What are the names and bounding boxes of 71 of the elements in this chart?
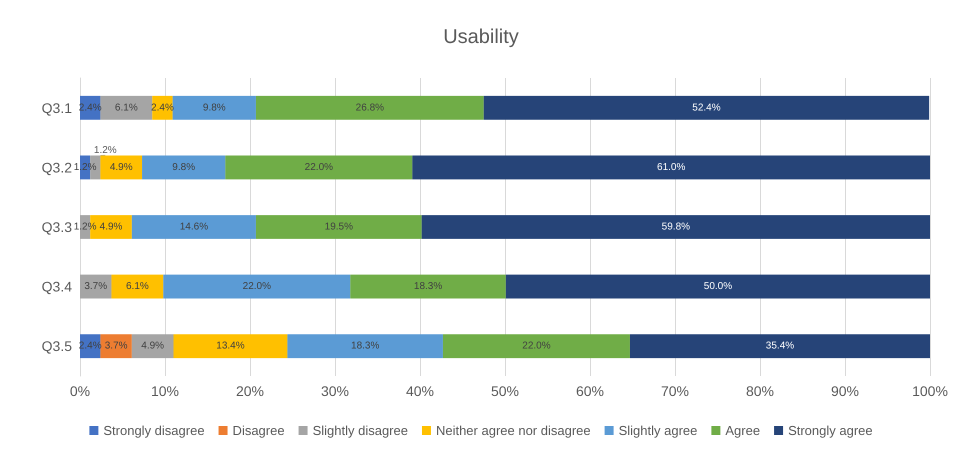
data-label: 1.2% — [74, 162, 97, 173]
bar — [630, 334, 930, 358]
bar — [132, 215, 256, 239]
data-label: 35.4% — [766, 340, 794, 352]
data-label: 52.4% — [692, 102, 721, 114]
data-label: 22.0% — [242, 281, 272, 292]
data-label: 14.6% — [180, 222, 208, 232]
x-tick-label: 10% — [150, 383, 180, 399]
bar — [100, 155, 142, 180]
y-tick-label: Q3.2 — [42, 159, 72, 176]
x-tick-label: 0% — [70, 383, 90, 399]
legend-label: Strongly disagree — [103, 423, 205, 438]
bar — [111, 274, 164, 299]
bar — [506, 274, 930, 299]
bar — [163, 274, 350, 299]
bar — [174, 334, 288, 358]
data-label: 22.0% — [522, 340, 551, 352]
bar — [100, 96, 152, 120]
data-label: 13.4% — [216, 340, 245, 352]
data-label: 6.1% — [126, 281, 149, 292]
chart-title: Usability — [443, 26, 519, 48]
bar — [225, 155, 412, 180]
data-label: 4.9% — [100, 222, 123, 232]
bar — [422, 215, 930, 239]
bar — [80, 274, 112, 299]
bar — [442, 334, 630, 358]
x-tick-label: 90% — [830, 383, 860, 399]
bar — [142, 155, 226, 180]
data-label: 3.7% — [104, 340, 128, 352]
data-label: 59.8% — [662, 222, 690, 232]
data-label: 50.0% — [704, 281, 732, 292]
data-label: 4.9% — [110, 162, 133, 173]
x-tick-label: 40% — [406, 383, 434, 399]
y-tick-label: Q3.4 — [42, 278, 72, 295]
x-tick-label: 100% — [912, 383, 948, 399]
data-label: 9.8% — [202, 102, 226, 114]
bar — [412, 155, 930, 180]
legend-label: Disagree — [232, 423, 285, 438]
bar — [172, 96, 256, 120]
bar — [287, 334, 443, 358]
data-label: 9.8% — [172, 162, 196, 173]
legend-label: Neither agree nor disagree — [436, 423, 591, 438]
data-label: 26.8% — [356, 102, 384, 114]
bar — [100, 334, 132, 358]
x-tick-label: 20% — [236, 383, 264, 399]
bar — [132, 334, 174, 358]
data-label: 3.7% — [84, 281, 108, 292]
data-label: 4.9% — [141, 340, 164, 352]
bar — [256, 215, 422, 239]
x-tick-label: 80% — [746, 383, 774, 399]
x-tick-label: 70% — [660, 383, 690, 399]
data-label: 1.2% — [94, 144, 117, 156]
data-label: 61.0% — [656, 162, 686, 173]
data-label: 18.3% — [350, 340, 380, 352]
data-label: 19.5% — [324, 222, 354, 232]
data-label: 22.0% — [304, 162, 334, 173]
bar — [256, 96, 484, 120]
y-tick-label: Q3.5 — [42, 338, 72, 354]
y-tick-label: Q3.1 — [42, 100, 72, 116]
y-tick-label: Q3.3 — [42, 219, 72, 235]
data-label: 6.1% — [114, 102, 138, 114]
legend-label: Agree — [725, 423, 760, 438]
x-tick-label: 30% — [320, 383, 350, 399]
x-tick-label: 60% — [576, 383, 604, 399]
legend-label: Slightly agree — [618, 423, 698, 438]
bar — [350, 274, 506, 299]
x-tick-label: 50% — [490, 383, 520, 399]
legend-label: Slightly disagree — [312, 423, 408, 438]
legend-label: Strongly agree — [788, 423, 873, 438]
bar — [484, 96, 930, 120]
data-label: 18.3% — [414, 281, 442, 292]
